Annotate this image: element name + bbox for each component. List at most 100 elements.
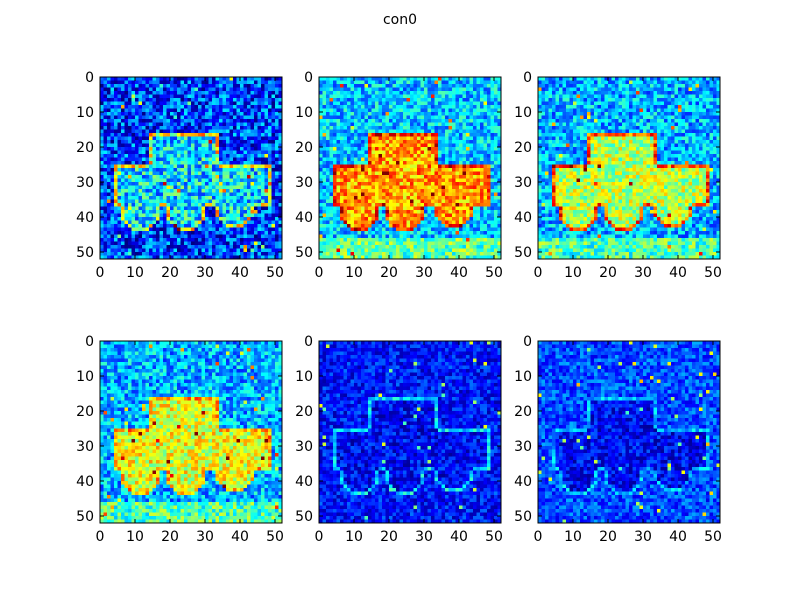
- heatmap-cell: [201, 119, 206, 123]
- heatmap-cell: [166, 140, 171, 144]
- heatmap-cell: [322, 164, 327, 169]
- heatmap-cell: [128, 154, 132, 158]
- heatmap-cell: [191, 231, 195, 235]
- heatmap-cell: [170, 129, 174, 134]
- heatmap-cell: [476, 87, 481, 92]
- heatmap-cell: [170, 224, 174, 228]
- heatmap-cell: [236, 77, 241, 81]
- heatmap-cell: [240, 161, 244, 165]
- heatmap-cell: [208, 98, 213, 102]
- heatmap-cell: [114, 80, 118, 85]
- heatmap-cell: [215, 150, 220, 155]
- heatmap-cell: [438, 80, 442, 85]
- heatmap-cell: [163, 140, 167, 144]
- heatmap-cell: [336, 77, 341, 81]
- heatmap-cell: [333, 178, 337, 183]
- heatmap-cell: [236, 238, 241, 242]
- heatmap-cell: [480, 196, 484, 200]
- heatmap-cell: [487, 105, 491, 109]
- heatmap-cell: [250, 178, 255, 183]
- heatmap-cell: [361, 80, 365, 85]
- heatmap-cell: [413, 189, 418, 193]
- heatmap-cell: [170, 217, 174, 221]
- heatmap-cell: [198, 112, 202, 116]
- heatmap-cell: [347, 126, 351, 130]
- heatmap-cell: [219, 178, 223, 183]
- heatmap-cell: [354, 119, 358, 123]
- heatmap-cell: [271, 108, 276, 113]
- heatmap-cell: [487, 220, 491, 225]
- heatmap-cell: [413, 108, 418, 113]
- heatmap-cell: [247, 143, 251, 148]
- heatmap-cell: [222, 115, 227, 120]
- heatmap-cell: [226, 133, 230, 137]
- heatmap-cell: [336, 171, 341, 176]
- heatmap-cell: [473, 199, 477, 204]
- heatmap-cell: [403, 143, 407, 148]
- heatmap-cell: [215, 234, 220, 239]
- heatmap-cell: [413, 210, 418, 214]
- heatmap-cell: [233, 238, 237, 242]
- heatmap-cell: [452, 87, 456, 92]
- heatmap-cell: [382, 108, 386, 113]
- heatmap-cell: [448, 175, 453, 179]
- heatmap-cell: [180, 248, 185, 253]
- heatmap-cell: [219, 147, 223, 151]
- heatmap-cell: [340, 133, 344, 137]
- heatmap-cell: [166, 133, 171, 137]
- heatmap-cell: [191, 147, 195, 151]
- heatmap-cell: [264, 122, 269, 127]
- heatmap-cell: [261, 206, 265, 211]
- heatmap-cell: [410, 147, 414, 151]
- heatmap-cell: [215, 238, 220, 242]
- heatmap-cell: [271, 91, 276, 95]
- heatmap-cell: [357, 178, 362, 183]
- heatmap-cell: [278, 203, 283, 207]
- heatmap-cell: [399, 119, 404, 123]
- heatmap-cell: [445, 119, 449, 123]
- heatmap-cell: [417, 224, 421, 228]
- heatmap-cell: [466, 168, 470, 172]
- heatmap-cell: [159, 136, 164, 141]
- heatmap-cell: [205, 227, 209, 232]
- heatmap-cell: [438, 213, 442, 218]
- heatmap-cell: [399, 213, 404, 218]
- heatmap-cell: [194, 252, 199, 256]
- heatmap-cell: [254, 80, 258, 85]
- heatmap-cell: [121, 122, 125, 127]
- heatmap-cell: [240, 164, 244, 169]
- heatmap-cell: [389, 84, 393, 88]
- heatmap-cell: [103, 143, 108, 148]
- heatmap-cell: [382, 217, 386, 221]
- heatmap-cell: [275, 136, 279, 141]
- heatmap-cell: [128, 178, 132, 183]
- heatmap-cell: [170, 122, 174, 127]
- heatmap-cell: [490, 77, 495, 81]
- heatmap-cell: [135, 147, 139, 151]
- heatmap-cell: [152, 185, 157, 190]
- heatmap-cell: [413, 206, 418, 211]
- heatmap-cell: [385, 203, 390, 207]
- heatmap-cell: [184, 136, 188, 141]
- heatmap-cell: [396, 154, 400, 158]
- heatmap-cell: [121, 140, 125, 144]
- heatmap-cell: [329, 224, 334, 228]
- heatmap-cell: [152, 101, 157, 106]
- heatmap-cell: [243, 80, 248, 85]
- heatmap-cell: [392, 94, 397, 99]
- heatmap-cell: [138, 241, 143, 246]
- heatmap-cell: [191, 112, 195, 116]
- heatmap-cell: [473, 140, 477, 144]
- heatmap-cell: [427, 112, 432, 116]
- heatmap-cell: [490, 150, 495, 155]
- heatmap-cell: [166, 80, 171, 85]
- heatmap-cell: [455, 168, 460, 172]
- heatmap-cell: [124, 245, 129, 249]
- heatmap-cell: [166, 241, 171, 246]
- heatmap-cell: [152, 157, 157, 162]
- heatmap-cell: [261, 189, 265, 193]
- heatmap-cell: [222, 126, 227, 130]
- heatmap-cell: [236, 108, 241, 113]
- heatmap-cell: [264, 224, 269, 228]
- heatmap-cell: [399, 140, 404, 144]
